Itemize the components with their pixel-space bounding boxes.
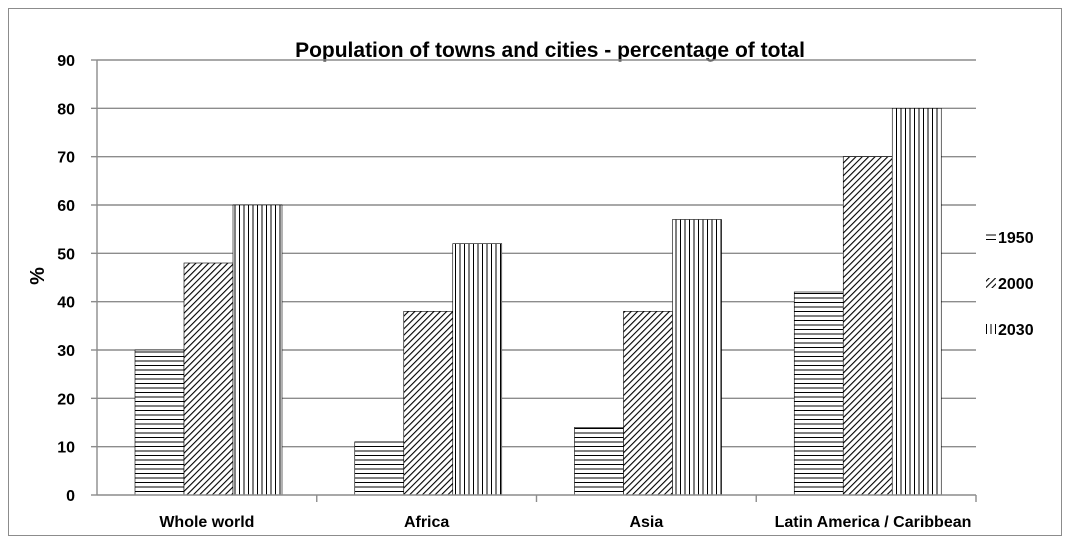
y-tick-label: 20 [57, 391, 75, 408]
y-tick-label: 0 [66, 488, 75, 505]
bar-1950-africa [354, 441, 405, 496]
bar-2000-asia [623, 311, 673, 496]
x-tick-label: Africa [404, 514, 449, 531]
bars [134, 108, 942, 496]
legend-swatch-2000 [986, 278, 996, 288]
x-tick-labels: Whole world Africa Asia Latin America / Car… [159, 514, 971, 531]
x-tick-label: Asia [629, 514, 663, 531]
bar-2000-whole-world [183, 262, 234, 496]
bar-2000-africa [403, 311, 454, 496]
y-tick-label: 80 [57, 101, 75, 118]
bar-2030-whole-world [232, 204, 283, 496]
bar-2000-latin-america-caribbean [842, 156, 893, 496]
legend-label-1950: 1950 [998, 230, 1034, 247]
bar-2030-latin-america-caribbean [891, 108, 942, 496]
y-tick-label: 70 [57, 150, 75, 167]
y-tick-label: 40 [57, 295, 75, 312]
bar-1950-asia [574, 427, 624, 496]
y-tick-label: 60 [57, 198, 75, 215]
bar-1950-latin-america-caribbean [793, 291, 844, 496]
bar-1950-whole-world [134, 349, 185, 496]
x-tick-label: Whole world [159, 514, 254, 531]
legend-label-2000: 2000 [998, 276, 1034, 293]
y-axis-label: % [27, 267, 49, 285]
axes [96, 60, 976, 496]
legend: 1950 2000 2030 [986, 230, 1034, 339]
y-tick-label: 50 [57, 246, 75, 263]
legend-swatch-2030 [986, 324, 996, 334]
x-tick-label: Latin America / Caribbean [775, 514, 972, 531]
y-tick-label: 90 [57, 53, 75, 70]
bar-2030-africa [452, 243, 503, 496]
y-tick-label: 10 [57, 440, 75, 457]
legend-label-2030: 2030 [998, 322, 1034, 339]
chart-title: Population of towns and cities - percent… [295, 39, 805, 62]
bar-2030-asia [672, 219, 722, 496]
legend-swatch-1950 [986, 232, 996, 242]
y-tick-label: 30 [57, 343, 75, 360]
y-tick-labels: 0 10 20 30 40 50 60 70 80 90 [57, 53, 75, 505]
